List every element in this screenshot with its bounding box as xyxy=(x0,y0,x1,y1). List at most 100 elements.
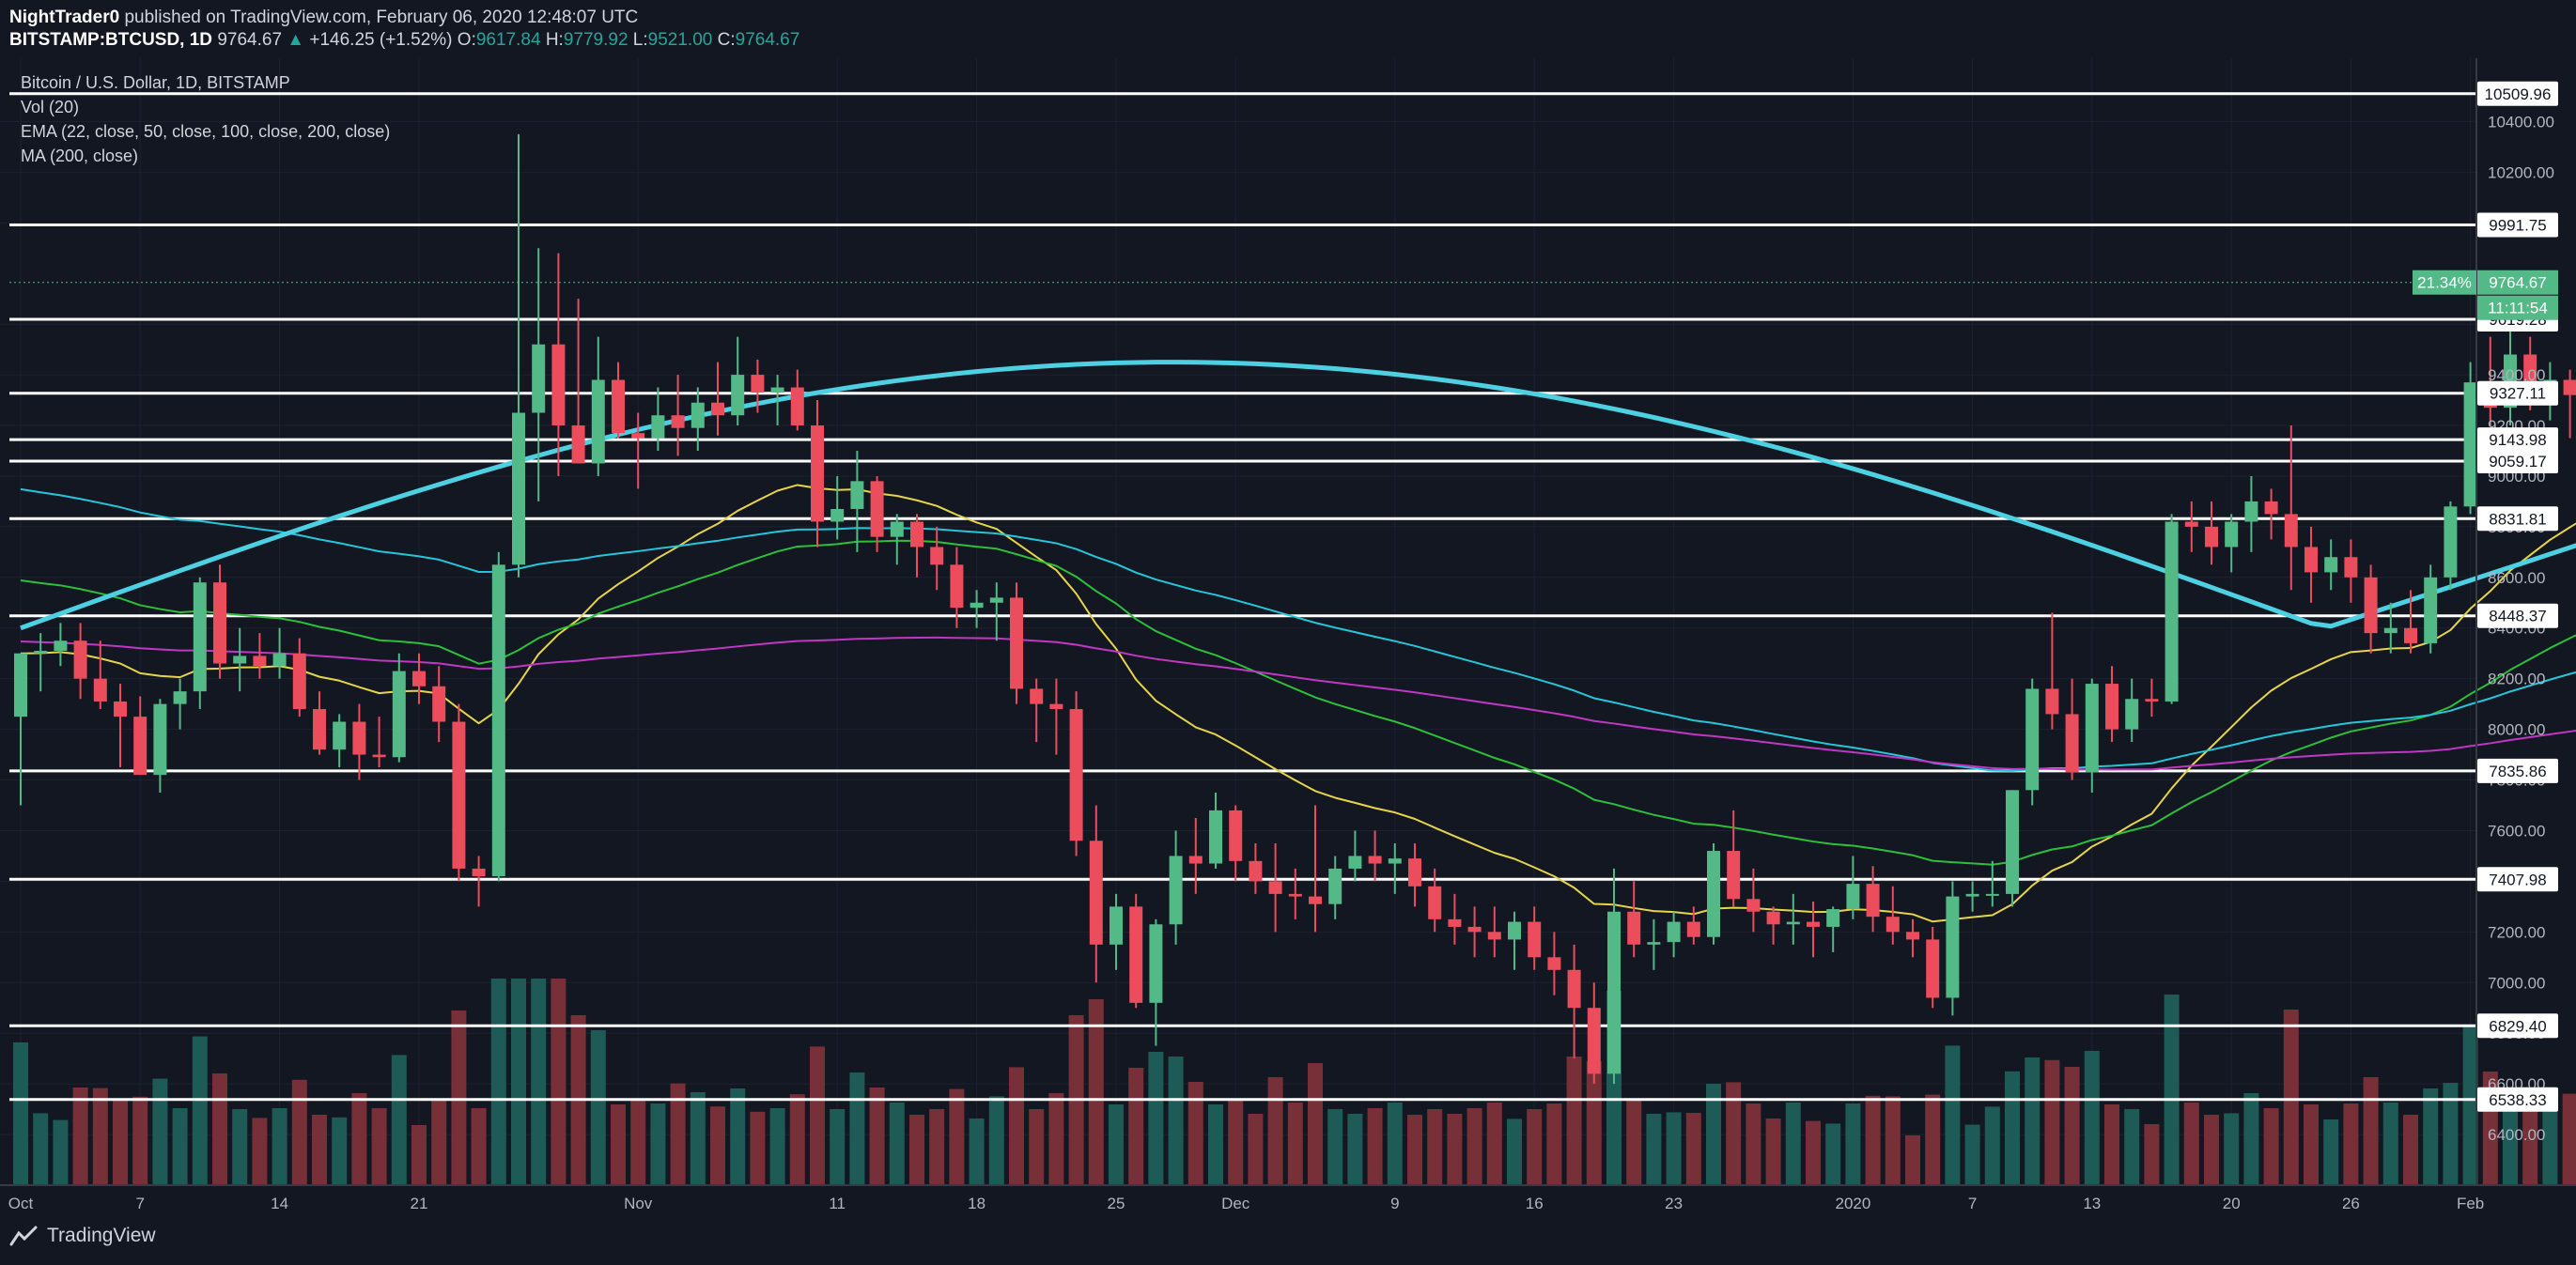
volume-bar xyxy=(2323,1119,2339,1185)
price-tick-label: 7000.00 xyxy=(2488,974,2545,992)
volume-bar xyxy=(2044,1059,2060,1185)
ema-100-line xyxy=(20,487,2576,772)
candle-body xyxy=(73,640,87,679)
candle-body xyxy=(1647,942,1661,945)
candle-body xyxy=(2324,557,2338,573)
candle-body xyxy=(2364,577,2378,634)
volume-bar xyxy=(1327,1109,1343,1185)
candle-body xyxy=(333,721,347,750)
price-chart[interactable]: 6400.006600.006800.007000.007200.007400.… xyxy=(0,58,2576,1213)
candle-body xyxy=(910,521,923,548)
candle-body xyxy=(1467,926,1482,933)
candle-body xyxy=(1667,921,1681,943)
time-tick-label: 7 xyxy=(135,1195,144,1212)
candle-body xyxy=(253,656,267,667)
candle-body xyxy=(651,415,665,439)
volume-bar xyxy=(1706,1084,1721,1185)
candle-body xyxy=(2184,521,2198,527)
volume-bar xyxy=(2124,1109,2140,1185)
volume-bar xyxy=(1945,1045,1961,1185)
time-tick-label: 20 xyxy=(2223,1195,2241,1212)
tradingview-icon xyxy=(9,1226,38,1246)
level-label-box xyxy=(2477,1013,2558,1039)
candle-body xyxy=(233,656,247,664)
volume-bar xyxy=(291,1079,307,1185)
candle-body xyxy=(2463,382,2477,507)
level-label-text: 7835.86 xyxy=(2489,763,2546,780)
publisher-name[interactable]: NightTrader0 xyxy=(9,8,120,27)
publish-line: NightTrader0 published on TradingView.co… xyxy=(9,6,638,30)
legend-volume[interactable]: Vol (20) xyxy=(21,98,80,116)
volume-bar xyxy=(212,1073,227,1185)
candle-body xyxy=(591,379,605,464)
time-axis[interactable]: Oct71421Nov111825Dec9162320207132026Feb1… xyxy=(8,1195,2576,1212)
level-label-text: 8831.81 xyxy=(2489,510,2546,528)
volume-bar xyxy=(351,1093,367,1185)
candle-body xyxy=(2165,521,2179,702)
volume-bar xyxy=(332,1117,348,1185)
volume-bar xyxy=(2542,1107,2558,1185)
candle-body xyxy=(612,379,625,434)
volume-bar xyxy=(1964,1124,1980,1185)
time-tick-label: 16 xyxy=(1526,1195,1544,1212)
volume-bar xyxy=(2382,1103,2398,1185)
volume-bar xyxy=(1685,1113,1701,1185)
volume-bar xyxy=(2064,1067,2080,1185)
time-tick-label: 21 xyxy=(411,1195,428,1212)
candle-body xyxy=(1766,911,1780,925)
candle-body xyxy=(1348,856,1362,869)
price-tick-label: 10200.00 xyxy=(2488,163,2554,181)
time-tick-label: Nov xyxy=(624,1195,653,1212)
volume-bar xyxy=(2084,1051,2100,1185)
candle-body xyxy=(1268,881,1282,894)
candle-body xyxy=(2563,379,2576,395)
volume-bar xyxy=(72,1088,88,1185)
volume-bar xyxy=(1885,1096,1901,1185)
volume-bar xyxy=(1228,1099,1244,1185)
candle-body xyxy=(1807,921,1820,927)
price-tick-label: 8000.00 xyxy=(2488,721,2545,739)
legend-ema[interactable]: EMA (22, close, 50, close, 100, close, 2… xyxy=(21,122,391,141)
candle-body xyxy=(1926,939,1940,998)
last-price-box xyxy=(2477,270,2558,295)
tradingview-logo[interactable]: TradingView xyxy=(9,1225,156,1247)
volume-bar xyxy=(1088,999,1104,1185)
volume-bar xyxy=(113,1098,128,1185)
volume-bar xyxy=(2283,1010,2299,1185)
candle-body xyxy=(34,651,48,654)
candle-body xyxy=(770,387,784,393)
candle-body xyxy=(1368,856,1382,864)
level-label-box xyxy=(2477,603,2558,628)
candle-body xyxy=(1547,957,1561,970)
candle-body xyxy=(2065,714,2079,773)
candle-body xyxy=(970,602,984,609)
close-value: 9764.67 xyxy=(735,30,800,50)
time-tick-label: 2020 xyxy=(1835,1195,1870,1212)
volume-bar xyxy=(2443,1083,2459,1185)
candle-body xyxy=(2264,501,2278,515)
candle-body xyxy=(830,509,845,522)
volume-bar xyxy=(988,1096,1004,1185)
volume-bar xyxy=(1148,1052,1164,1185)
volume-bar xyxy=(590,1030,606,1185)
candle-body xyxy=(14,653,27,717)
horizontal-levels[interactable] xyxy=(9,92,2476,1102)
footer: TradingView xyxy=(0,1213,2576,1265)
legend-ma[interactable]: MA (200, close) xyxy=(21,147,139,165)
candle-body xyxy=(1906,932,1919,940)
volume-bar xyxy=(2522,1101,2538,1185)
level-label-box xyxy=(2477,212,2558,238)
candle-body xyxy=(2145,699,2159,702)
candle-body xyxy=(532,344,546,413)
price-tick-label: 6400.00 xyxy=(2488,1126,2545,1144)
volume-bar xyxy=(670,1083,686,1185)
time-tick-label: Feb xyxy=(2457,1195,2484,1212)
volume-bar xyxy=(789,1094,805,1185)
close-label: C: xyxy=(717,30,736,50)
volume-bar xyxy=(1466,1108,1482,1185)
candle-body xyxy=(2225,521,2239,548)
time-tick-label: 11 xyxy=(829,1195,846,1212)
candle-body xyxy=(731,375,745,416)
volume-bar xyxy=(2343,1103,2359,1185)
volume-bar xyxy=(1527,1109,1543,1185)
